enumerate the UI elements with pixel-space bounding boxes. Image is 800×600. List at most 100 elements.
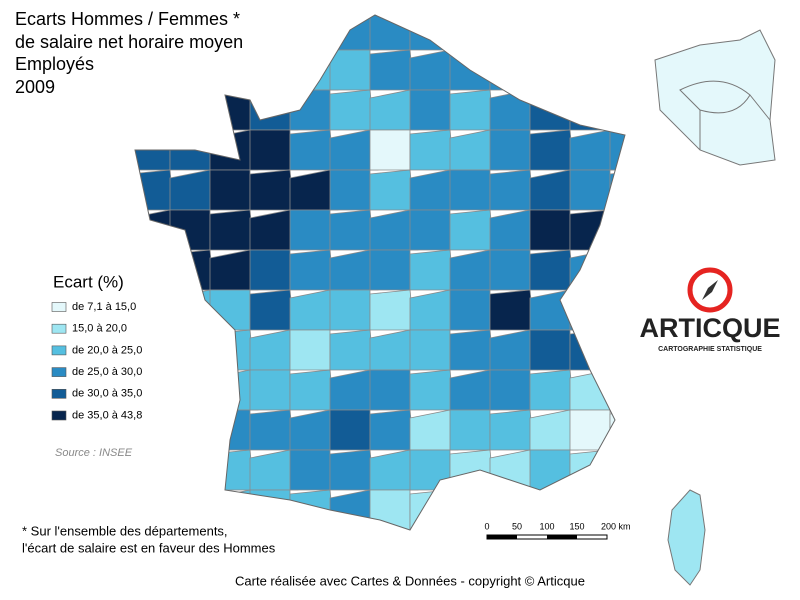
france-outline (134, 14, 626, 531)
department (289, 129, 335, 171)
department (369, 249, 411, 291)
department (609, 49, 625, 91)
credit: Carte réalisée avec Cartes & Données - c… (235, 573, 585, 588)
department (449, 529, 491, 530)
scale-bar: 0 50 100 150 200 km (484, 521, 631, 540)
department (449, 289, 491, 331)
department (289, 489, 335, 530)
department (489, 409, 535, 451)
department (329, 49, 371, 91)
department (409, 449, 451, 491)
department (609, 169, 625, 211)
department (169, 49, 219, 91)
department (135, 249, 171, 291)
department (329, 529, 371, 530)
department (409, 89, 451, 131)
department (369, 49, 415, 91)
department (169, 89, 211, 131)
department (409, 329, 451, 371)
department (169, 449, 211, 491)
legend: de 7,1 à 15,0 15,0 à 20,0 de 20,0 à 25,0 de… (51, 301, 142, 421)
title: Employés (15, 54, 94, 74)
department (329, 89, 375, 131)
department (209, 209, 255, 251)
department (409, 249, 455, 291)
department (449, 489, 499, 530)
department (249, 249, 291, 291)
paris-inset-borders (679, 80, 771, 150)
department (289, 249, 335, 291)
department (409, 15, 455, 51)
department (329, 449, 375, 491)
department (369, 369, 411, 411)
legend-label: de 25,0 à 30,0 (72, 366, 142, 378)
department (329, 329, 375, 371)
department (135, 289, 175, 331)
department (135, 89, 179, 131)
legend-swatch (51, 388, 67, 399)
department (289, 209, 331, 251)
department (489, 369, 531, 411)
department (249, 15, 291, 51)
legend-label: de 30,0 à 35,0 (72, 388, 142, 400)
department (489, 15, 531, 51)
department (449, 209, 495, 251)
department (569, 249, 619, 291)
legend-swatch (51, 345, 67, 356)
title: 2009 (15, 77, 55, 97)
department (289, 329, 331, 371)
logo-needle (702, 280, 718, 300)
department (569, 15, 619, 51)
scale-label: 50 (512, 521, 522, 531)
legend-swatch (51, 367, 67, 377)
department (569, 169, 611, 211)
department (409, 129, 455, 171)
department (489, 169, 535, 211)
logo-tagline: CARTOGRAPHIE STATISTIQUE (658, 346, 762, 353)
department (409, 489, 455, 530)
legend-label: 15,0 à 20,0 (72, 323, 127, 335)
paris-inset (654, 29, 776, 166)
legend-swatch (51, 410, 67, 421)
scale-label: 200 km (601, 521, 631, 531)
department (329, 289, 371, 331)
source: Source : INSEE (55, 447, 133, 459)
department (249, 129, 291, 171)
department (569, 369, 619, 411)
scale-label: 0 (484, 521, 489, 531)
department (529, 209, 571, 251)
department (209, 449, 255, 491)
footnote: * Sur l'ensemble des départements, (22, 523, 228, 538)
department (249, 489, 291, 530)
department (135, 49, 175, 91)
legend-label: de 35,0 à 43,8 (72, 409, 142, 421)
scale-bar-segment (547, 535, 577, 539)
department (329, 169, 371, 211)
scale-bar-segment (487, 535, 517, 539)
department (369, 169, 415, 211)
department (529, 15, 575, 51)
logo-ring (687, 267, 733, 313)
title: Ecarts Hommes / Femmes * (15, 9, 240, 29)
department (609, 529, 625, 530)
department (289, 89, 331, 131)
department (209, 49, 251, 91)
corsica (667, 489, 706, 586)
department (249, 169, 295, 211)
department (329, 209, 375, 251)
department (169, 409, 219, 451)
legend-label: de 7,1 à 15,0 (72, 301, 136, 313)
department (609, 449, 625, 491)
department (449, 169, 491, 211)
department (409, 529, 459, 530)
department (609, 89, 625, 131)
legend-swatch (51, 302, 67, 312)
department (289, 369, 335, 411)
legend-title: Ecart (%) (53, 272, 124, 291)
department (169, 329, 211, 371)
department (209, 329, 255, 371)
department (135, 169, 175, 211)
department (249, 289, 295, 331)
